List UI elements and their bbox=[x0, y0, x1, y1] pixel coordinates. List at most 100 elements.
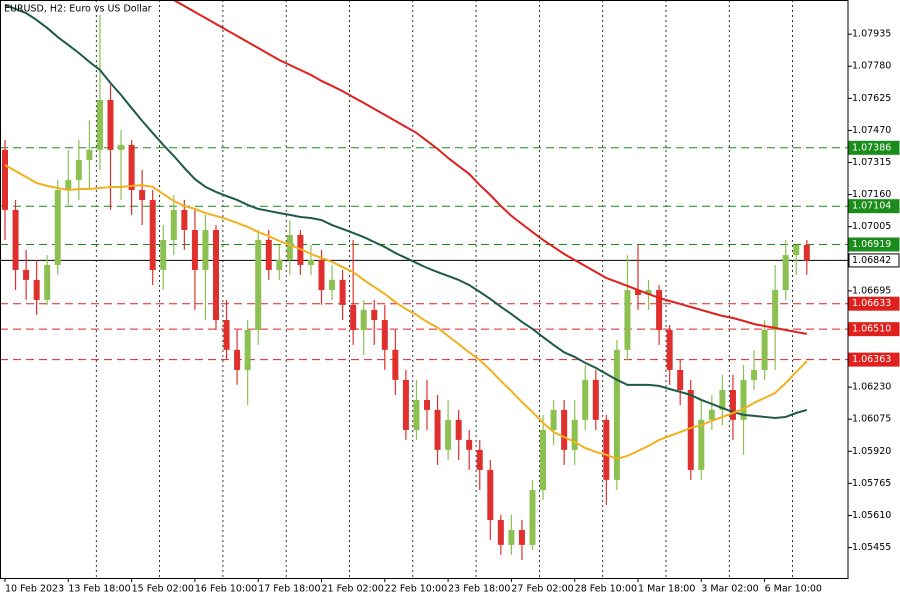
candle-body bbox=[350, 304, 357, 330]
candle-body bbox=[2, 149, 8, 210]
candle-body bbox=[118, 144, 125, 150]
candle-body bbox=[286, 234, 293, 261]
x-tick-label: 13 Feb 18:00 bbox=[68, 584, 130, 595]
level-label-box bbox=[848, 253, 900, 268]
level-label-box bbox=[848, 237, 900, 252]
moving-average bbox=[4, 4, 808, 419]
y-tick-label: 1.07005 bbox=[852, 221, 891, 232]
x-tick-label: 22 Feb 10:00 bbox=[385, 584, 447, 595]
candle-body bbox=[234, 349, 241, 370]
y-tick-label: 1.05455 bbox=[852, 542, 891, 553]
candle-body bbox=[518, 529, 525, 545]
candle-body bbox=[255, 239, 262, 330]
candle-body bbox=[181, 209, 188, 230]
x-tick-label: 17 Feb 18:00 bbox=[258, 584, 320, 595]
candle-body bbox=[360, 309, 367, 330]
candle-body bbox=[698, 419, 705, 470]
y-tick-label: 1.06230 bbox=[852, 382, 891, 393]
plot-frame bbox=[0, 0, 849, 579]
candle-body bbox=[761, 329, 768, 370]
candle-body bbox=[466, 439, 473, 450]
x-tick-label: 1 Mar 18:00 bbox=[638, 584, 695, 595]
level-label-box bbox=[848, 352, 900, 367]
candle-body bbox=[149, 199, 156, 270]
candle-body bbox=[508, 529, 515, 545]
candle-body bbox=[339, 279, 346, 305]
price-axis: 1.05455 1.05610 1.05765 1.05920 1.06075 1.062… bbox=[848, 29, 900, 553]
candle-body bbox=[624, 290, 631, 350]
candle-body bbox=[128, 144, 135, 191]
candle-body bbox=[33, 279, 40, 300]
x-tick-label: 28 Feb 10:00 bbox=[575, 584, 637, 595]
candle-body bbox=[751, 369, 758, 380]
candle-body bbox=[529, 490, 536, 545]
x-tick-label: 27 Feb 02:00 bbox=[511, 584, 573, 595]
y-tick-label: 1.05765 bbox=[852, 478, 891, 489]
candle-body bbox=[202, 229, 209, 270]
candle-body bbox=[708, 409, 715, 420]
candle-body bbox=[793, 244, 800, 256]
candle-body bbox=[276, 260, 283, 270]
level-label: 1.06633 bbox=[852, 298, 891, 309]
x-tick-label: 3 Mar 02:00 bbox=[701, 584, 758, 595]
candle-body bbox=[687, 390, 694, 470]
candle-body bbox=[160, 239, 167, 270]
y-tick-label: 1.06075 bbox=[852, 414, 891, 425]
candle-body bbox=[550, 409, 557, 430]
candle-body bbox=[213, 229, 219, 321]
candle-body bbox=[54, 190, 61, 265]
candle-body bbox=[107, 99, 114, 150]
candle-body bbox=[318, 260, 325, 291]
level-label: 1.06510 bbox=[852, 324, 891, 335]
candle-body bbox=[677, 369, 684, 391]
candle-body bbox=[613, 349, 620, 480]
candle-body bbox=[402, 379, 409, 430]
level-label: 1.07104 bbox=[852, 201, 891, 212]
y-tick-label: 1.07160 bbox=[852, 189, 891, 200]
candle-body bbox=[329, 279, 336, 291]
candle-body bbox=[455, 419, 462, 440]
chart-title: EURUSD, H2: Euro vs US Dollar bbox=[4, 4, 152, 15]
y-tick-label: 1.07470 bbox=[852, 125, 891, 136]
level-label: 1.06842 bbox=[852, 255, 891, 266]
x-tick-label: 23 Feb 18:00 bbox=[448, 584, 510, 595]
candle-body bbox=[476, 449, 483, 470]
candle-body bbox=[23, 269, 30, 280]
candle-body bbox=[603, 419, 610, 480]
y-tick-label: 1.07315 bbox=[852, 157, 891, 168]
candle-body bbox=[645, 290, 652, 296]
moving-average bbox=[4, 164, 808, 461]
y-tick-label: 1.07625 bbox=[852, 93, 891, 104]
candle-body bbox=[381, 320, 388, 350]
candle-body bbox=[540, 429, 547, 491]
candle-body bbox=[12, 209, 19, 270]
level-label: 1.06919 bbox=[852, 239, 891, 250]
x-tick-label: 10 Feb 2023 bbox=[5, 584, 64, 595]
level-label-box bbox=[848, 140, 900, 155]
candle-body bbox=[96, 99, 103, 150]
candle-body bbox=[487, 469, 494, 521]
x-tick-label: 16 Feb 10:00 bbox=[195, 584, 257, 595]
candle-body bbox=[571, 419, 578, 450]
candle-body bbox=[424, 399, 430, 410]
x-tick-label: 15 Feb 02:00 bbox=[132, 584, 194, 595]
level-label-box bbox=[848, 296, 900, 311]
candle-body bbox=[307, 260, 314, 265]
candle-body bbox=[803, 244, 810, 261]
candle-body bbox=[782, 255, 789, 291]
y-tick-label: 1.06695 bbox=[852, 285, 891, 296]
candle-body bbox=[719, 390, 726, 410]
moving-average bbox=[173, 0, 807, 335]
candle-body bbox=[445, 419, 452, 450]
y-tick-label: 1.05610 bbox=[852, 510, 891, 521]
level-label: 1.07386 bbox=[852, 142, 891, 153]
candle-body bbox=[772, 290, 779, 330]
y-tick-label: 1.07780 bbox=[852, 61, 891, 72]
candle-body bbox=[44, 264, 51, 300]
candle-body bbox=[65, 179, 72, 191]
candle-body bbox=[139, 190, 146, 200]
candle-body bbox=[392, 349, 399, 380]
y-tick-label: 1.05920 bbox=[852, 446, 891, 457]
